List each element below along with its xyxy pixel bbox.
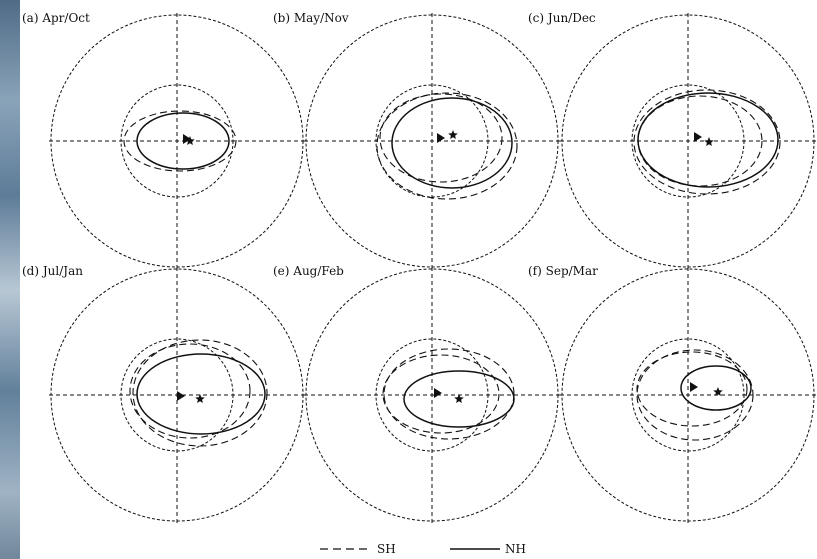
nh-solid-contour [136, 353, 266, 435]
star-marker-icon [704, 137, 714, 146]
sh-dashed-contour [636, 351, 748, 427]
star-marker-icon [454, 394, 464, 403]
nh-solid-contour [403, 370, 515, 428]
polar-panel [49, 267, 305, 523]
legend-sh-label: SH [377, 542, 396, 556]
triangle-marker-icon [690, 382, 698, 392]
sh-dashed-contour [379, 93, 503, 183]
panel-label-a: (a) Apr/Oct [22, 11, 90, 25]
panel-label-f: (f) Sep/Mar [528, 264, 598, 278]
sh-dashed-contour [382, 354, 500, 434]
sh-dashed-contour [636, 349, 754, 441]
polar-panel [560, 267, 816, 523]
sh-dashed-contour [129, 343, 251, 439]
polar-panel [304, 267, 560, 523]
polar-panel [49, 13, 305, 269]
sh-dashed-contour [633, 89, 781, 195]
nh-solid-contour [680, 365, 752, 411]
panel-label-d: (d) Jul/Jan [22, 264, 83, 278]
star-marker-icon [448, 130, 458, 139]
background-photo-strip [0, 0, 20, 559]
star-marker-icon [713, 387, 723, 396]
legend: SH NH [320, 542, 526, 556]
sh-dashed-contour [132, 339, 268, 447]
triangle-marker-icon [434, 388, 442, 398]
sh-dashed-contour [383, 348, 515, 440]
panel-label-e: (e) Aug/Feb [273, 264, 344, 278]
polar-panel [560, 13, 816, 269]
panel-label-b: (b) May/Nov [273, 11, 349, 25]
sh-dashed-contour [123, 110, 237, 172]
star-marker-icon [185, 136, 195, 145]
triangle-marker-icon [177, 391, 185, 401]
legend-nh-label: NH [505, 542, 526, 556]
sh-dashed-contour [376, 92, 518, 200]
panel-label-c: (c) Jun/Dec [528, 11, 596, 25]
nh-solid-contour [391, 97, 513, 189]
triangle-marker-icon [437, 133, 445, 143]
polar-panel [304, 13, 560, 269]
star-marker-icon [195, 394, 205, 403]
nh-solid-contour [136, 112, 230, 170]
triangle-marker-icon [183, 134, 191, 144]
triangle-marker-icon [694, 132, 702, 142]
nh-solid-contour [637, 92, 779, 188]
